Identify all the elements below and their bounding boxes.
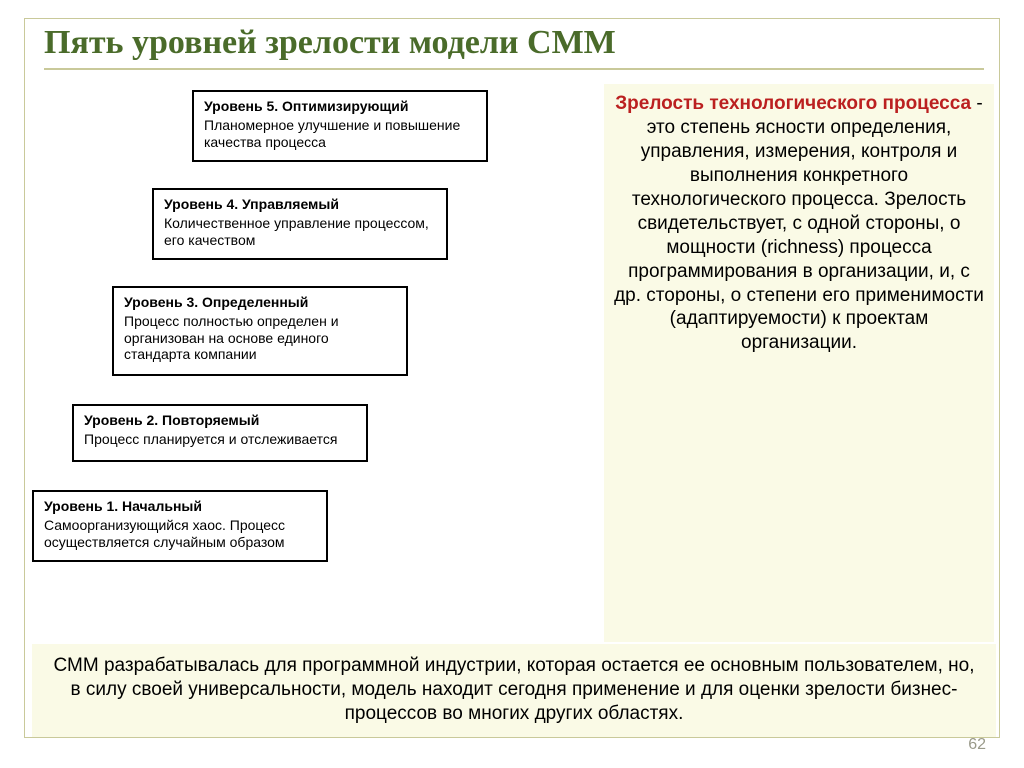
level-box: Уровень 4. Управляемый Количественное упр… <box>152 188 448 260</box>
level-1-box: Уровень 1. Начальный Самоорганизующийся х… <box>32 490 328 562</box>
level-desc: Процесс планируется и отслеживается <box>84 431 356 448</box>
level-desc: Процесс полностью определен и организова… <box>124 313 396 363</box>
summary-text: СММ разрабатывалась для программной инду… <box>54 655 975 724</box>
definition-body: - это степень ясности определения, управ… <box>614 93 984 353</box>
page-number: 62 <box>968 736 986 754</box>
level-title: Уровень 2. Повторяемый <box>84 412 356 429</box>
level-content: Уровень 5. Оптимизирующий Планомерное улу… <box>194 92 486 158</box>
level-box: Уровень 1. Начальный Самоорганизующийся х… <box>32 490 328 562</box>
level-content: Уровень 2. Повторяемый Процесс планируетс… <box>74 406 366 456</box>
level-content: Уровень 3. Определенный Процесс полностью… <box>114 288 406 371</box>
level-desc: Планомерное улучшение и повышение качест… <box>204 117 476 151</box>
level-box: Уровень 3. Определенный Процесс полностью… <box>112 286 408 376</box>
level-3-box: Уровень 3. Определенный Процесс полностью… <box>112 286 408 376</box>
level-5-box: Уровень 5. Оптимизирующий Планомерное улу… <box>192 90 488 162</box>
level-desc: Количественное управление процессом, его… <box>164 215 436 249</box>
level-title: Уровень 4. Управляемый <box>164 196 436 213</box>
definition-lead: Зрелость технологического процесса <box>615 93 971 114</box>
maturity-steps-diagram: Уровень 5. Оптимизирующий Планомерное улу… <box>32 84 592 614</box>
level-box: Уровень 5. Оптимизирующий Планомерное улу… <box>192 90 488 162</box>
level-2-box: Уровень 2. Повторяемый Процесс планируетс… <box>72 404 368 462</box>
level-content: Уровень 1. Начальный Самоорганизующийся х… <box>34 492 326 558</box>
level-4-box: Уровень 4. Управляемый Количественное упр… <box>152 188 448 260</box>
level-box: Уровень 2. Повторяемый Процесс планируетс… <box>72 404 368 462</box>
level-content: Уровень 4. Управляемый Количественное упр… <box>154 190 446 256</box>
level-desc: Самоорганизующийся хаос. Процесс осущест… <box>44 517 316 551</box>
summary-panel: СММ разрабатывалась для программной инду… <box>32 644 996 737</box>
level-title: Уровень 3. Определенный <box>124 294 396 311</box>
title-underline <box>44 68 984 70</box>
definition-panel: Зрелость технологического процесса - это… <box>604 84 994 642</box>
main-area: Уровень 5. Оптимизирующий Планомерное улу… <box>32 84 998 724</box>
level-title: Уровень 1. Начальный <box>44 498 316 515</box>
slide-title: Пять уровней зрелости модели СММ <box>44 24 616 62</box>
level-title: Уровень 5. Оптимизирующий <box>204 98 476 115</box>
